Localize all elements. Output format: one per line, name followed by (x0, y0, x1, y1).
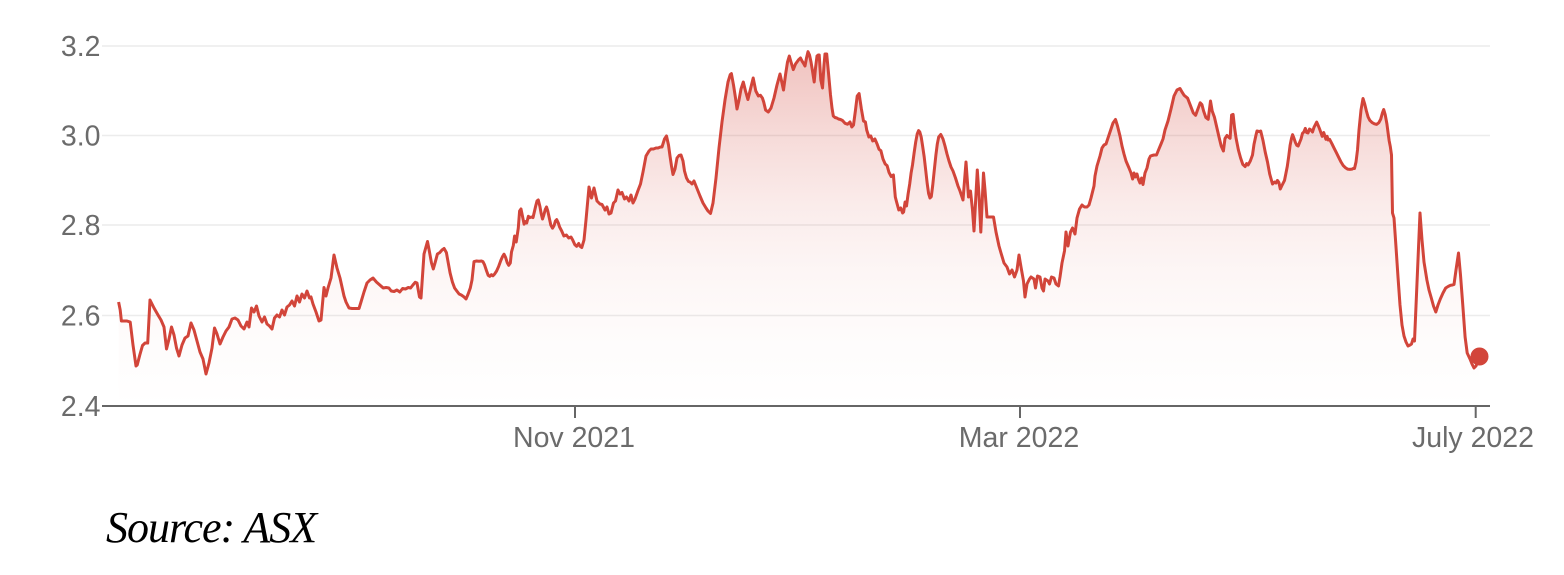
svg-text:2.8: 2.8 (61, 210, 101, 242)
svg-text:2.4: 2.4 (61, 391, 101, 423)
svg-text:Nov 2021: Nov 2021 (513, 422, 635, 454)
svg-text:3.2: 3.2 (61, 31, 101, 63)
svg-text:July 2022: July 2022 (1412, 422, 1534, 454)
svg-text:Mar 2022: Mar 2022 (959, 422, 1079, 454)
svg-text:Source: ASX: Source: ASX (106, 503, 319, 552)
svg-text:3.0: 3.0 (61, 121, 101, 153)
svg-text:2.6: 2.6 (61, 301, 101, 333)
